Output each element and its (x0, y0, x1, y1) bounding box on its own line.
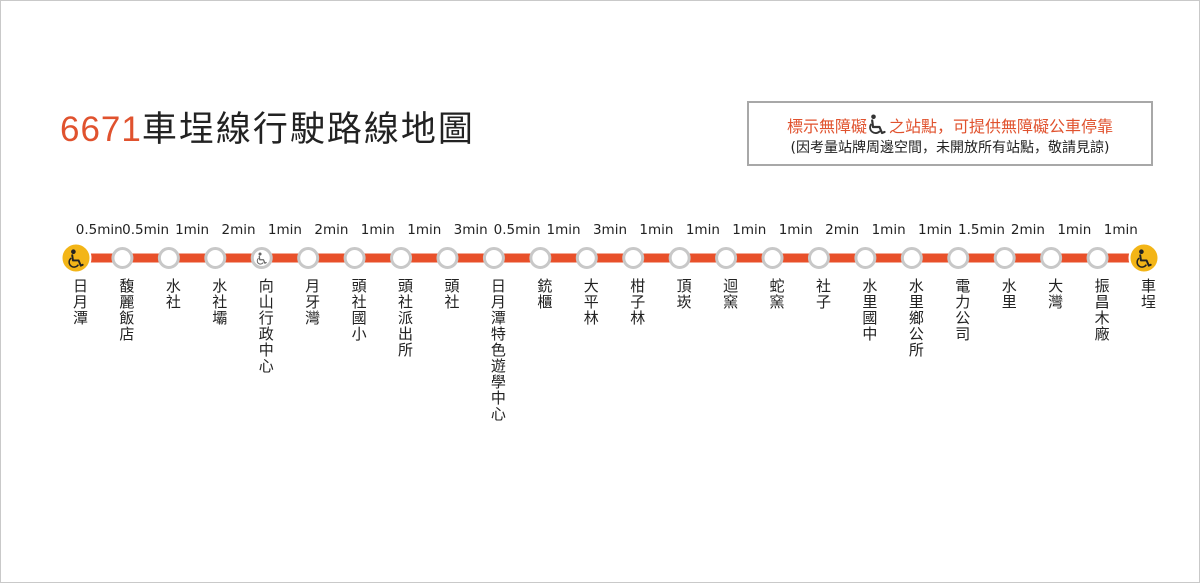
travel-time-label: 1min (268, 222, 302, 238)
station-name: 銃櫃 (535, 278, 554, 310)
station-marker (343, 247, 366, 269)
accessible-station-marker (250, 247, 273, 269)
travel-time-label: 0.5min (494, 222, 541, 238)
travel-time-label: 1min (732, 222, 766, 238)
station-marker (668, 247, 691, 269)
station-name: 馥麗飯店 (117, 278, 136, 342)
station-marker (575, 247, 598, 269)
station-name: 水里國中 (860, 278, 879, 342)
station-name: 向山行政中心 (256, 278, 275, 374)
station-name: 水里 (999, 278, 1018, 310)
station-marker (761, 247, 784, 269)
travel-time-label: 2min (221, 222, 255, 238)
station-name: 大平林 (581, 278, 600, 326)
travel-time-label: 1min (639, 222, 673, 238)
station-marker (715, 247, 738, 269)
station-name: 日月潭特色遊學中心 (488, 278, 507, 422)
travel-time-label: 2min (1011, 222, 1045, 238)
station-name: 水里鄉公所 (906, 278, 925, 358)
station-name: 迴窯 (721, 278, 740, 310)
travel-time-label: 1.5min (958, 222, 1005, 238)
station-name: 蛇窯 (767, 278, 786, 310)
station-marker (204, 247, 227, 269)
travel-time-label: 1min (361, 222, 395, 238)
station-marker (297, 247, 320, 269)
station-name: 頭社 (442, 278, 461, 310)
station-name: 振昌木廠 (1092, 278, 1111, 342)
station-name: 頂崁 (674, 278, 693, 310)
station-name: 頭社國小 (349, 278, 368, 342)
station-marker (529, 247, 552, 269)
terminal-station-marker (60, 242, 92, 274)
station-marker (390, 247, 413, 269)
notice-line-2: (因考量站牌周邊空間，未開放所有站點，敬請見諒) (790, 140, 1110, 156)
stations (60, 242, 1160, 274)
travel-time-label: 0.5min (76, 222, 123, 238)
station-marker (157, 247, 180, 269)
station-name: 社子 (813, 278, 832, 310)
terminal-station-marker (1128, 242, 1160, 274)
notice-line-1: 標示無障礙 之站點，可提供無障礙公車停靠 (749, 114, 1151, 138)
station-name: 日月潭 (71, 278, 89, 326)
travel-time-label: 1min (1057, 222, 1091, 238)
station-name: 水社壩 (210, 278, 229, 326)
accessibility-notice: 標示無障礙 之站點，可提供無障礙公車停靠 (因考量站牌周邊空間，未開放所有站點，… (747, 101, 1153, 166)
travel-time-label: 3min (454, 222, 488, 238)
station-name: 車埕 (1139, 278, 1157, 310)
travel-time-label: 1min (1104, 222, 1138, 238)
travel-time-label: 1min (872, 222, 906, 238)
travel-times: 0.5min 0.5min 1min 2min 1min 2min 1min 1min 3min… (76, 222, 1138, 238)
route-number: 6671 (60, 110, 142, 149)
station-marker (993, 247, 1016, 269)
route-title-text: 車埕線行駛路線地圖 (141, 110, 475, 150)
station-marker (111, 247, 134, 269)
travel-time-label: 1min (779, 222, 813, 238)
travel-time-label: 1min (547, 222, 581, 238)
station-marker (482, 247, 505, 269)
travel-time-label: 1min (407, 222, 441, 238)
station-marker (436, 247, 459, 269)
travel-time-label: 2min (825, 222, 859, 238)
travel-time-label: 1min (686, 222, 720, 238)
page-title: 6671車埕線行駛路線地圖 (60, 108, 475, 152)
station-name: 電力公司 (953, 278, 972, 342)
station-marker (900, 247, 923, 269)
station-name: 頭社派出所 (396, 278, 415, 358)
travel-time-label: 3min (593, 222, 627, 238)
notice-prefix: 標示無障礙 (786, 117, 867, 136)
station-marker (1040, 247, 1063, 269)
travel-time-label: 1min (175, 222, 209, 238)
station-name: 月牙灣 (303, 278, 322, 326)
wheelchair-icon (869, 114, 886, 135)
station-marker (854, 247, 877, 269)
station-name: 大灣 (1046, 278, 1065, 310)
notice-suffix: 之站點，可提供無障礙公車停靠 (889, 117, 1114, 136)
station-name: 柑子林 (628, 278, 647, 326)
station-name: 水社 (163, 278, 182, 310)
station-marker (1086, 247, 1109, 269)
travel-time-label: 1min (918, 222, 952, 238)
station-marker (622, 247, 645, 269)
travel-time-label: 2min (314, 222, 348, 238)
station-marker (807, 247, 830, 269)
travel-time-label: 0.5min (122, 222, 169, 238)
station-marker (947, 247, 970, 269)
